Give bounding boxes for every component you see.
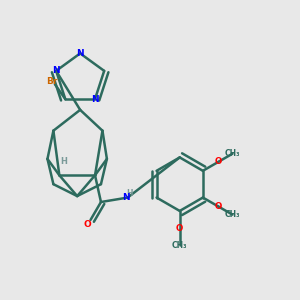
Text: N: N [122, 193, 130, 202]
Text: N: N [76, 49, 84, 58]
Text: CH₃: CH₃ [172, 241, 188, 250]
Text: CH₃: CH₃ [225, 149, 240, 158]
Text: O: O [215, 158, 222, 166]
Text: O: O [84, 220, 92, 229]
Text: H: H [126, 189, 132, 198]
Text: O: O [176, 224, 183, 233]
Text: N: N [91, 94, 99, 103]
Text: O: O [215, 202, 222, 211]
Text: Br: Br [46, 77, 58, 86]
Text: CH₃: CH₃ [225, 210, 240, 219]
Text: N: N [52, 66, 60, 75]
Text: H: H [60, 158, 67, 166]
